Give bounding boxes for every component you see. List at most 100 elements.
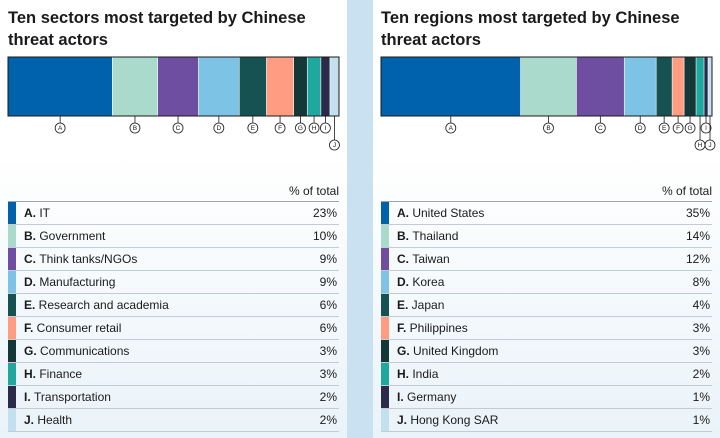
callout-circle-e xyxy=(247,122,259,134)
legend-swatch xyxy=(381,409,389,431)
callout-label-d: D xyxy=(216,125,221,132)
sectors-panel: Ten sectors most targeted by Chinese thr… xyxy=(0,0,347,438)
row-letter: F. xyxy=(24,321,37,335)
row-value: 2% xyxy=(319,390,337,404)
bar-segment-research-and-academia xyxy=(239,57,267,116)
legend-swatch xyxy=(381,317,389,339)
callout-circle-b xyxy=(129,122,141,134)
row-letter: I. xyxy=(397,390,408,404)
callout-label-g: G xyxy=(298,125,303,132)
row-name: Think tanks/NGOs xyxy=(39,252,138,266)
legend-swatch xyxy=(381,340,389,362)
row-value: 6% xyxy=(319,298,337,312)
row-label: F. Consumer retail xyxy=(24,317,121,339)
sector-table-row: A. IT 23% xyxy=(8,202,339,225)
region-table-row: H. India 2% xyxy=(381,363,712,386)
callout-circle-j xyxy=(329,139,340,151)
bar-segment-japan xyxy=(656,57,673,116)
row-label: H. India xyxy=(397,363,438,385)
row-letter: I. xyxy=(24,390,35,404)
row-letter: A. xyxy=(397,206,413,220)
callout-label-a: A xyxy=(58,125,63,132)
row-label: J. Health xyxy=(24,409,72,431)
row-letter: J. xyxy=(397,413,411,427)
legend-swatch xyxy=(8,317,16,339)
callout-circle-a xyxy=(445,122,457,134)
bar-segment-thailand xyxy=(520,57,577,116)
row-value: 8% xyxy=(692,275,710,289)
legend-swatch xyxy=(8,202,16,224)
legend-swatch xyxy=(381,271,389,293)
row-value: 3% xyxy=(692,321,710,335)
callout-label-j: J xyxy=(333,142,336,149)
row-letter: A. xyxy=(24,206,40,220)
callout-circle-d xyxy=(213,122,225,134)
callout-label-g: G xyxy=(688,125,693,132)
bar-segment-taiwan xyxy=(576,57,625,116)
legend-swatch xyxy=(381,248,389,270)
row-name: Japan xyxy=(411,298,445,312)
row-letter: C. xyxy=(397,252,413,266)
row-label: G. United Kingdom xyxy=(397,340,498,362)
row-label: C. Taiwan xyxy=(397,248,450,270)
bar-segment-transportation xyxy=(320,57,330,116)
row-name: Thailand xyxy=(412,229,459,243)
row-value: 6% xyxy=(319,321,337,335)
row-letter: E. xyxy=(24,298,39,312)
row-value: 14% xyxy=(685,229,710,243)
legend-swatch xyxy=(8,248,16,270)
sector-table-row: G. Communications 3% xyxy=(8,340,339,363)
row-letter: D. xyxy=(24,275,40,289)
row-label: I. Germany xyxy=(397,386,456,408)
bar-segment-united-states xyxy=(381,57,521,116)
row-name: Consumer retail xyxy=(36,321,122,335)
bar-segment-united-kingdom xyxy=(684,57,697,116)
bar-segment-government xyxy=(112,57,158,116)
legend-swatch xyxy=(8,271,16,293)
callout-label-f: F xyxy=(676,125,680,132)
legend-swatch xyxy=(381,225,389,247)
callout-label-b: B xyxy=(133,125,137,132)
row-letter: G. xyxy=(24,344,41,358)
bar-frame xyxy=(380,56,713,117)
row-value: 2% xyxy=(319,413,337,427)
bar-segment-korea xyxy=(624,57,657,116)
bar-segment-it xyxy=(8,57,113,116)
row-value: 2% xyxy=(692,367,710,381)
row-name: Germany xyxy=(407,390,457,404)
callout-label-e: E xyxy=(251,125,256,132)
callout-circle-i xyxy=(319,122,331,134)
legend-swatch xyxy=(8,409,16,431)
callout-label-h: H xyxy=(698,142,703,149)
row-label: G. Communications xyxy=(24,340,129,362)
regions-stacked-bar-chart: A B C D E F G H I J xyxy=(380,56,716,151)
row-label: D. Manufacturing xyxy=(24,271,115,293)
callout-label-b: B xyxy=(546,125,550,132)
row-letter: D. xyxy=(397,275,413,289)
callout-circle-i xyxy=(700,122,712,134)
region-table-row: E. Japan 4% xyxy=(381,294,712,317)
callout-circle-f xyxy=(274,122,286,134)
row-value: 4% xyxy=(692,298,710,312)
callout-label-c: C xyxy=(176,125,181,132)
region-table-row: F. Philippines 3% xyxy=(381,317,712,340)
sector-table-row: B. Government 10% xyxy=(8,225,339,248)
row-letter: B. xyxy=(397,229,413,243)
region-table-row: J. Hong Kong SAR 1% xyxy=(381,409,712,432)
region-table-row: D. Korea 8% xyxy=(381,271,712,294)
row-name: Transportation xyxy=(34,390,111,404)
row-label: J. Hong Kong SAR xyxy=(397,409,498,431)
callout-label-c: C xyxy=(598,125,603,132)
callout-label-a: A xyxy=(449,125,454,132)
callout-label-j: J xyxy=(708,142,711,149)
legend-swatch xyxy=(8,363,16,385)
bar-segment-india xyxy=(696,57,705,116)
row-letter: B. xyxy=(24,229,40,243)
row-value: 1% xyxy=(692,413,710,427)
legend-swatch xyxy=(381,386,389,408)
row-label: D. Korea xyxy=(397,271,444,293)
row-letter: H. xyxy=(24,367,40,381)
row-letter: H. xyxy=(397,367,413,381)
legend-swatch xyxy=(8,386,16,408)
row-label: F. Philippines xyxy=(397,317,468,339)
